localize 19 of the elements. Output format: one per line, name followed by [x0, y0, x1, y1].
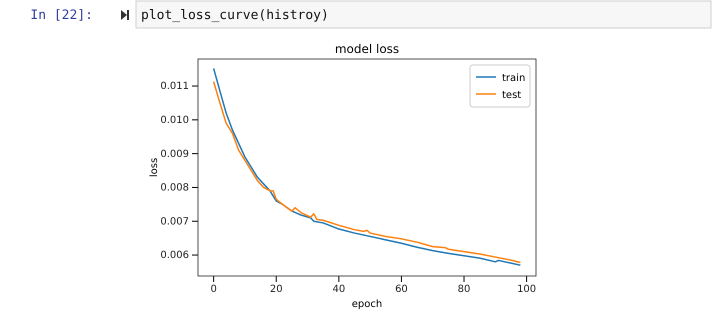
- x-axis-title: epoch: [352, 299, 382, 310]
- y-tick-label: 0.010: [160, 115, 189, 126]
- x-tick-label: 40: [332, 284, 346, 296]
- legend-label: test: [502, 90, 522, 101]
- text: plot_loss_curve(histroy): [141, 8, 329, 23]
- x-tick-label: 60: [395, 284, 408, 296]
- y-tick-label: 0.007: [160, 216, 189, 228]
- x-tick-label: 20: [270, 284, 283, 296]
- x-tick-label: 80: [458, 284, 470, 296]
- y-tick-label: 0.011: [160, 81, 189, 92]
- x-tick-label: 0: [210, 284, 217, 296]
- chart-title: model loss: [334, 42, 400, 56]
- y-axis-title: loss: [149, 158, 160, 178]
- x-tick-label: 100: [517, 284, 536, 296]
- y-tick-label: 0.009: [160, 148, 189, 160]
- y-tick-label: 0.006: [160, 250, 189, 262]
- y-tick-label: 0.008: [160, 182, 189, 194]
- legend-label: train: [502, 73, 526, 84]
- text: In [22]:: [30, 8, 93, 23]
